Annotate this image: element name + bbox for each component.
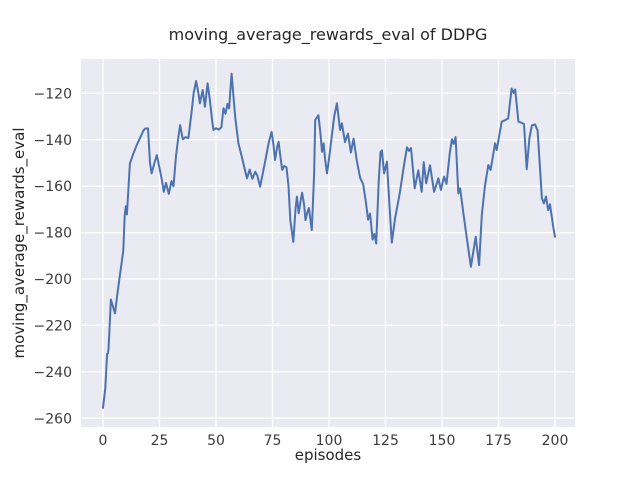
- x-tick-label: 0: [99, 433, 108, 449]
- x-tick-label: 150: [429, 433, 456, 449]
- x-tick-label: 200: [542, 433, 569, 449]
- y-tick-label: −240: [34, 365, 72, 381]
- y-tick-label: −120: [34, 86, 72, 102]
- x-tick-label: 175: [485, 433, 512, 449]
- y-tick-label: −200: [34, 272, 72, 288]
- plot-area: [81, 59, 575, 427]
- x-tick-label: 100: [316, 433, 343, 449]
- x-tick-label: 125: [372, 433, 399, 449]
- y-tick-label: −160: [34, 179, 72, 195]
- y-tick-label: −180: [34, 226, 72, 242]
- y-tick-label: −140: [34, 133, 72, 149]
- x-tick-label: 75: [264, 433, 282, 449]
- x-tick-label: 25: [151, 433, 169, 449]
- y-tick-label: −260: [34, 411, 72, 427]
- chart-title: moving_average_rewards_eval of DDPG: [168, 25, 488, 44]
- y-tick-label: −220: [34, 318, 72, 334]
- x-axis-label: episodes: [294, 446, 362, 464]
- x-tick-label: 50: [207, 433, 225, 449]
- series-line: [102, 72, 556, 409]
